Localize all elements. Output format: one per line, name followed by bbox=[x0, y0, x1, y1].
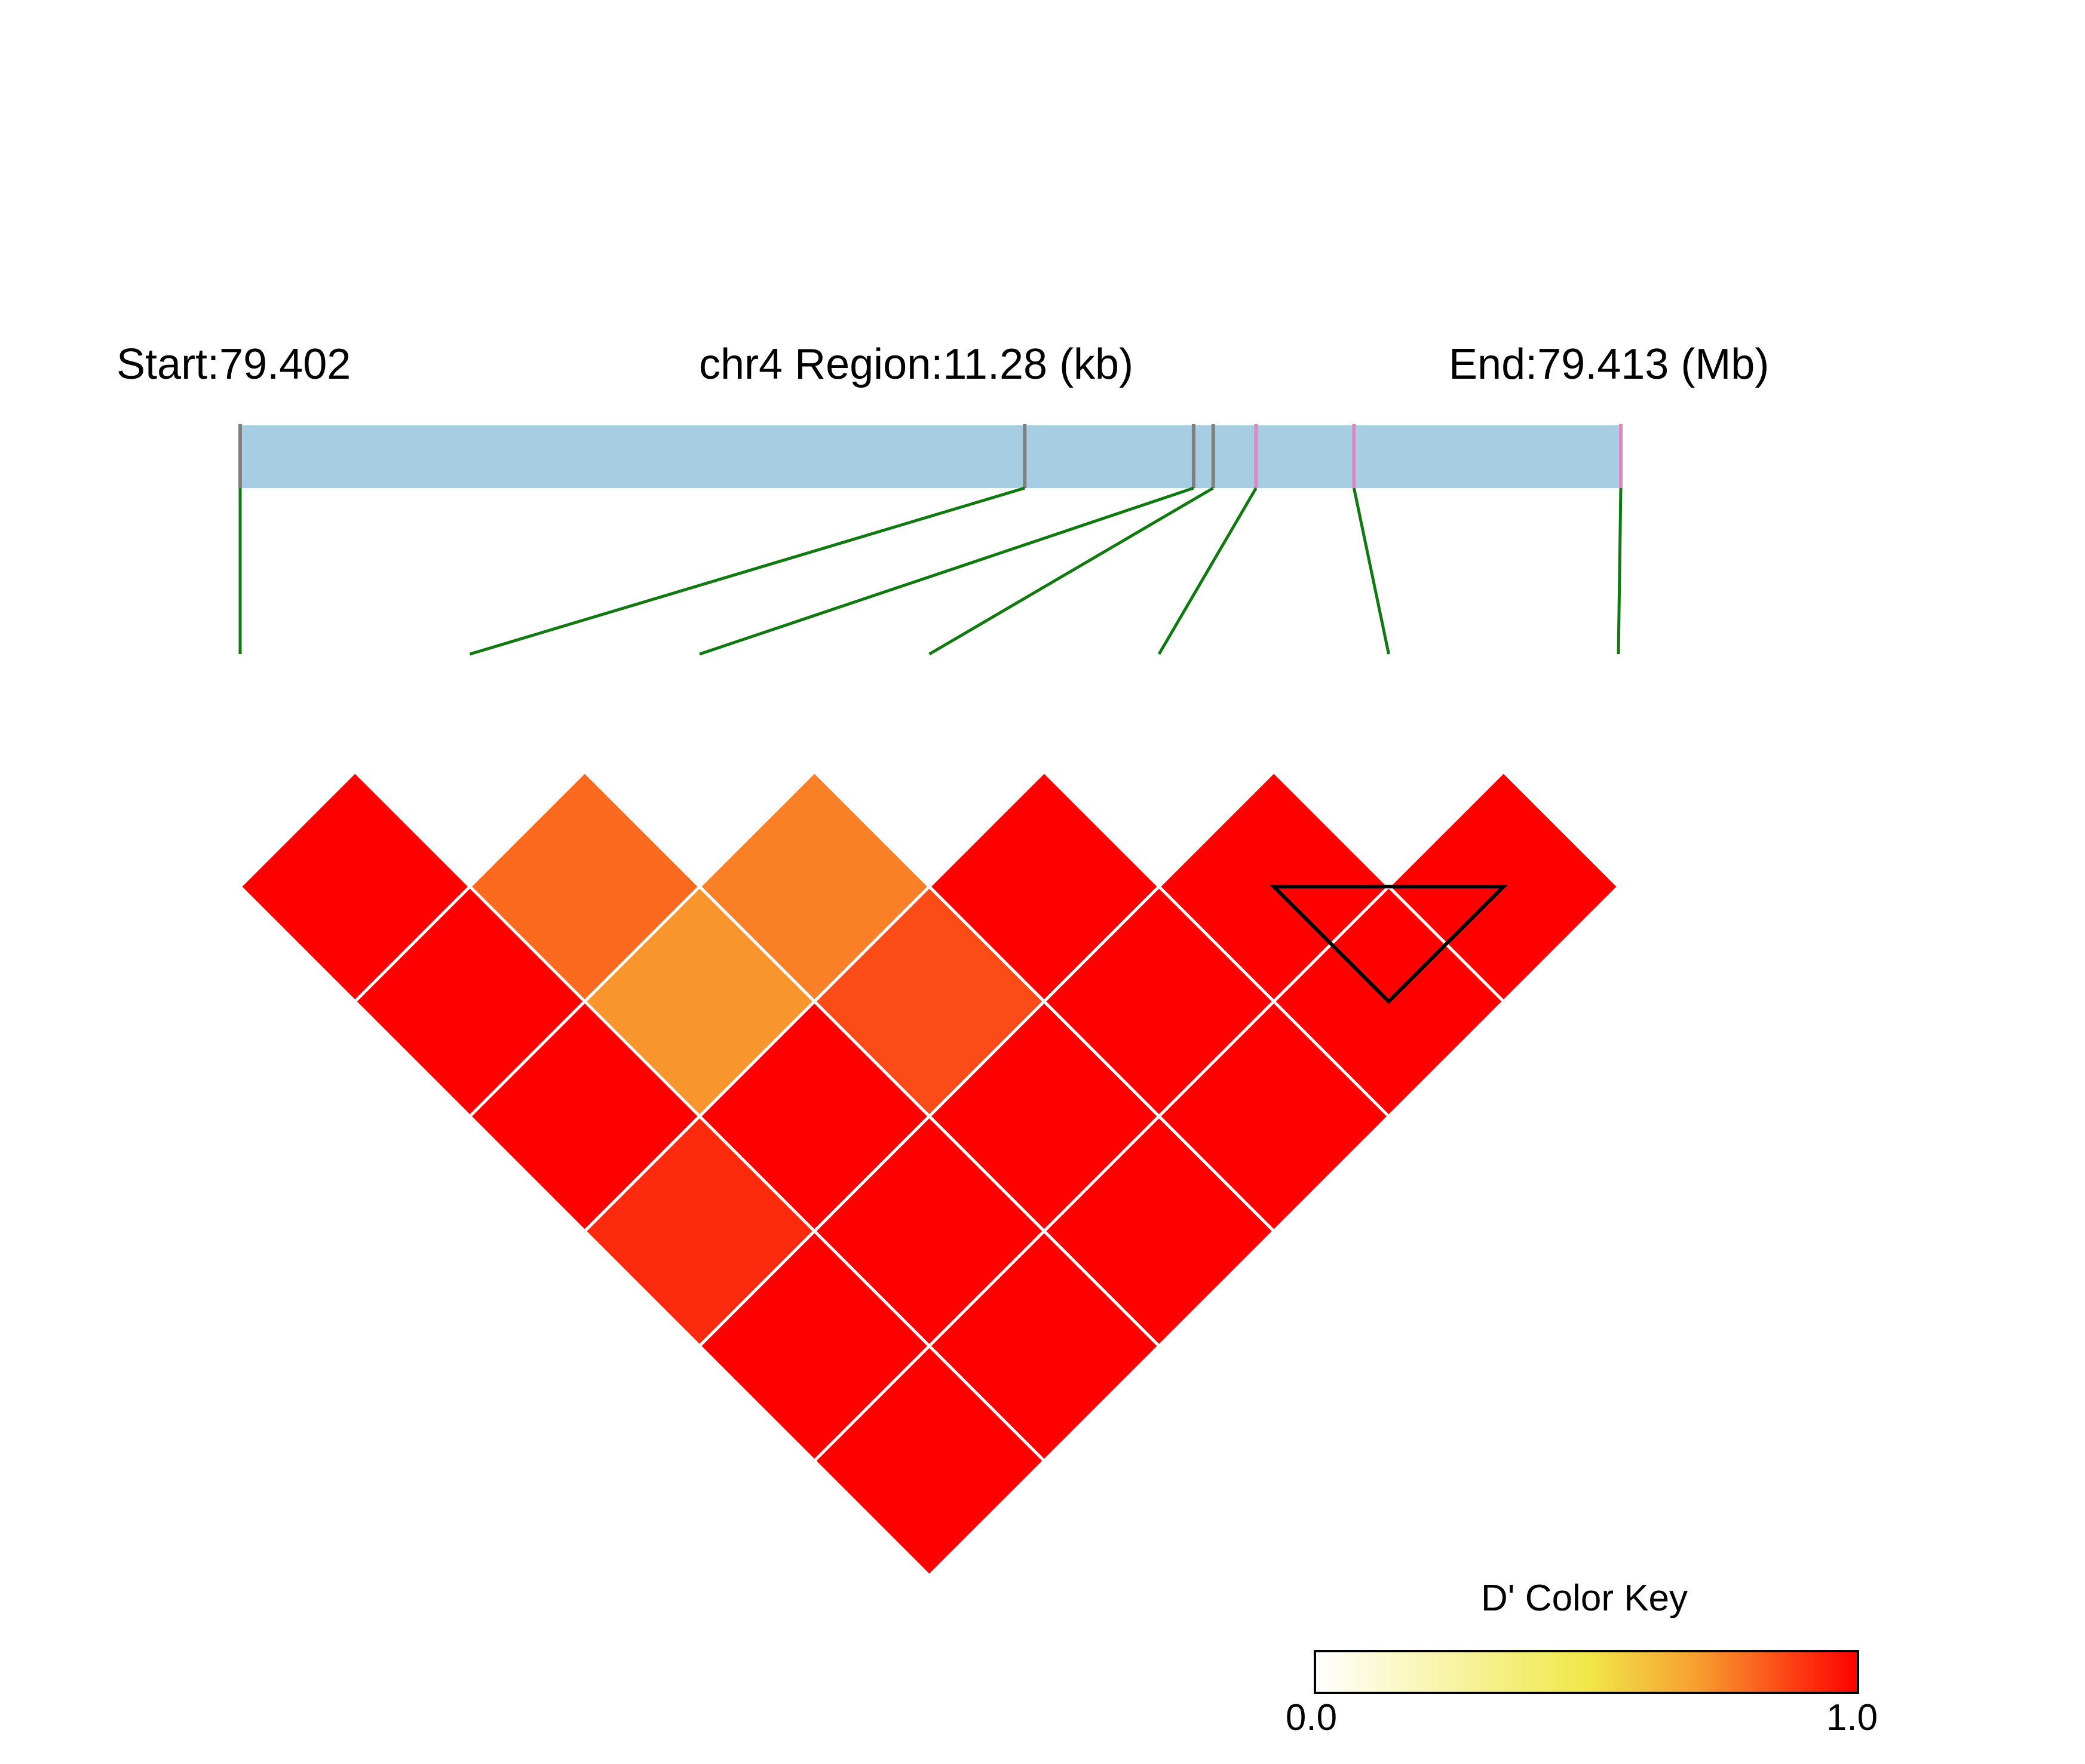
haplotype-block-triangle bbox=[1270, 885, 1508, 1004]
snp-connector-7 bbox=[1617, 487, 1623, 655]
snp-connector-6 bbox=[1352, 487, 1390, 655]
color-key-max-label: 1.0 bbox=[1826, 1697, 1878, 1738]
snp-connectors bbox=[238, 486, 1623, 656]
end-label: End:79.413 (Mb) bbox=[1449, 340, 1769, 388]
haplotype-block-outline bbox=[1270, 885, 1508, 1004]
color-key-title: D' Color Key bbox=[1481, 1578, 1688, 1619]
snp-connector-2 bbox=[469, 486, 1025, 656]
ld-cell-1-7 bbox=[812, 1343, 1047, 1578]
snp-connector-5 bbox=[1157, 487, 1258, 655]
color-key: D' Color Key 0.0 1.0 bbox=[1286, 1578, 1878, 1738]
region-label: chr4 Region:11.28 (kb) bbox=[699, 340, 1133, 388]
region-bar bbox=[240, 425, 1621, 488]
ld-cells bbox=[238, 769, 1621, 1578]
start-label: Start:79.402 bbox=[116, 340, 351, 388]
snp-connector-3 bbox=[699, 486, 1194, 656]
color-key-gradient bbox=[1314, 1650, 1859, 1694]
snp-markers bbox=[238, 424, 1623, 488]
snp-connector-4 bbox=[928, 486, 1215, 656]
color-key-min-label: 0.0 bbox=[1286, 1697, 1337, 1738]
